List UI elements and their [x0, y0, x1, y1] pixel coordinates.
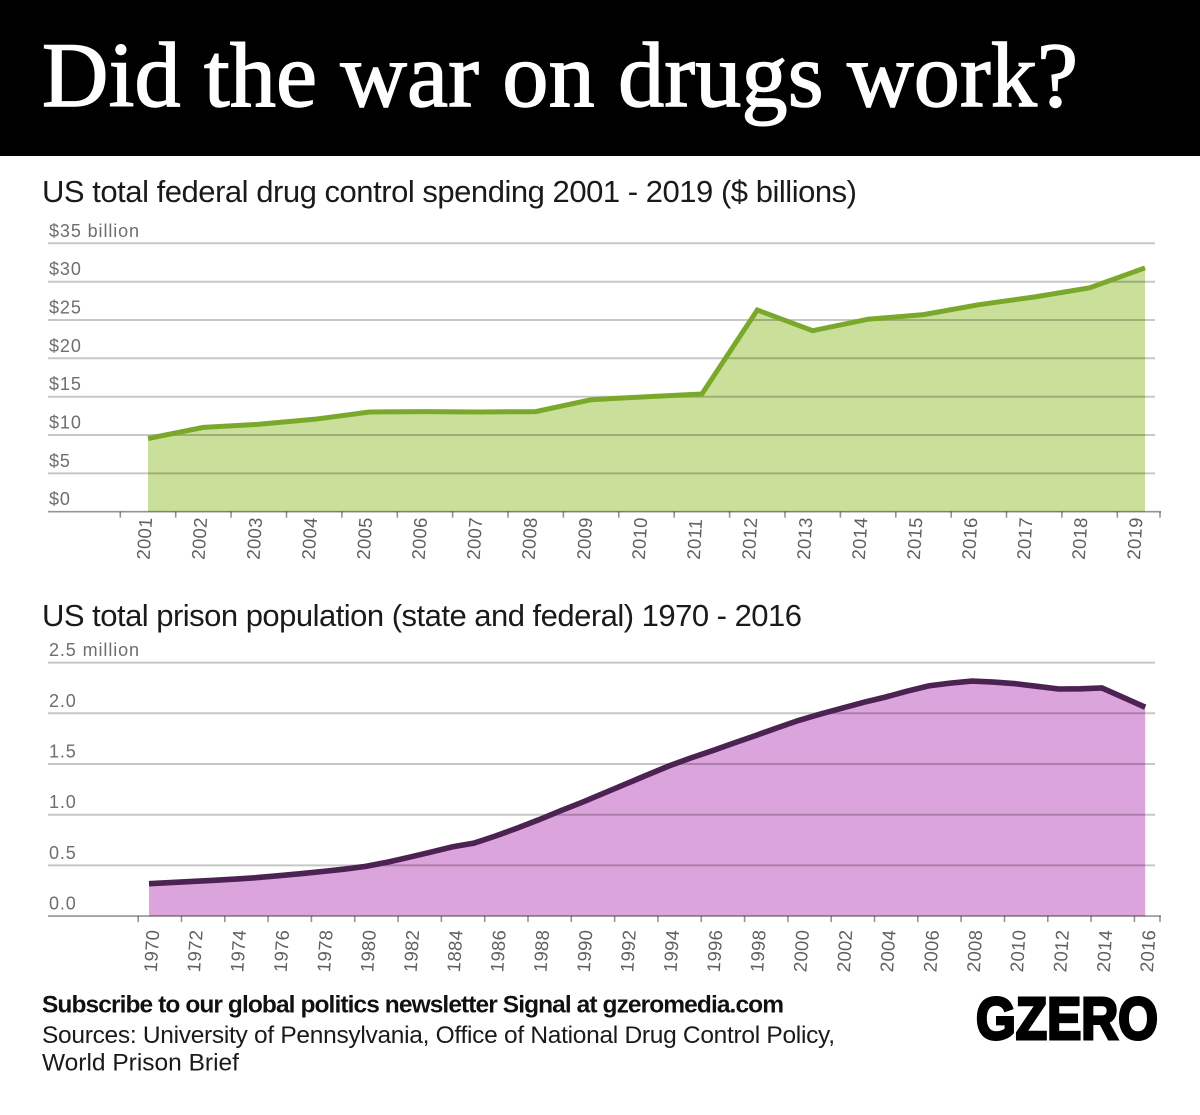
- svg-text:2006: 2006: [919, 929, 943, 973]
- svg-text:2019: 2019: [1123, 517, 1147, 561]
- svg-text:World Prison Brief: World Prison Brief: [42, 1050, 239, 1077]
- svg-text:$20: $20: [49, 336, 82, 356]
- svg-text:2018: 2018: [1068, 517, 1092, 561]
- svg-text:2008: 2008: [518, 517, 542, 561]
- svg-text:1.0: 1.0: [49, 792, 77, 812]
- svg-text:2017: 2017: [1013, 517, 1037, 561]
- svg-text:2013: 2013: [793, 517, 817, 561]
- svg-text:1990: 1990: [573, 929, 597, 973]
- svg-text:1988: 1988: [530, 929, 554, 973]
- svg-text:1992: 1992: [616, 929, 640, 973]
- svg-text:$35 billion: $35 billion: [49, 221, 140, 241]
- svg-text:2.5 million: 2.5 million: [49, 640, 140, 660]
- svg-text:1.5: 1.5: [49, 742, 77, 762]
- svg-text:$0: $0: [49, 489, 71, 509]
- svg-text:US total prison population (st: US total prison population (state and fe…: [42, 598, 802, 633]
- svg-text:Did the war on drugs work?: Did the war on drugs work?: [42, 24, 1078, 126]
- svg-text:2005: 2005: [353, 517, 377, 561]
- svg-text:$10: $10: [49, 413, 82, 433]
- svg-text:2014: 2014: [1093, 929, 1117, 973]
- svg-text:1978: 1978: [313, 929, 337, 973]
- svg-text:$15: $15: [49, 374, 82, 394]
- svg-text:2002: 2002: [833, 929, 857, 973]
- svg-text:2008: 2008: [963, 929, 987, 973]
- svg-text:0.5: 0.5: [49, 843, 77, 863]
- svg-text:2007: 2007: [463, 517, 487, 561]
- svg-text:2016: 2016: [958, 517, 982, 561]
- svg-text:1986: 1986: [486, 929, 510, 973]
- svg-text:2012: 2012: [1049, 929, 1073, 973]
- svg-text:Sources: University of Pennsyl: Sources: University of Pennsylvania, Off…: [42, 1022, 835, 1049]
- svg-text:1972: 1972: [183, 929, 207, 973]
- svg-text:1982: 1982: [400, 929, 424, 973]
- svg-text:0.0: 0.0: [49, 894, 77, 914]
- svg-text:2016: 2016: [1136, 929, 1160, 973]
- svg-text:2006: 2006: [408, 517, 432, 561]
- svg-text:$30: $30: [49, 259, 82, 279]
- svg-text:2015: 2015: [903, 517, 927, 561]
- svg-text:1970: 1970: [140, 929, 164, 973]
- svg-text:2002: 2002: [188, 517, 212, 561]
- svg-text:2003: 2003: [243, 517, 267, 561]
- svg-text:US total federal drug control: US total federal drug control spending 2…: [42, 174, 857, 209]
- svg-text:1976: 1976: [270, 929, 294, 973]
- svg-text:$5: $5: [49, 451, 71, 471]
- svg-text:2001: 2001: [133, 517, 157, 561]
- svg-text:2010: 2010: [1006, 929, 1030, 973]
- svg-text:2009: 2009: [573, 517, 597, 561]
- svg-text:2004: 2004: [298, 517, 322, 561]
- svg-text:2004: 2004: [876, 929, 900, 973]
- svg-text:1974: 1974: [226, 929, 250, 973]
- svg-text:1996: 1996: [703, 929, 727, 973]
- svg-text:$25: $25: [49, 298, 82, 318]
- svg-text:Subscribe to our global politi: Subscribe to our global politics newslet…: [42, 992, 784, 1019]
- svg-text:GZERO: GZERO: [976, 986, 1158, 1052]
- svg-text:2.0: 2.0: [49, 691, 77, 711]
- svg-text:2000: 2000: [789, 929, 813, 973]
- svg-text:2012: 2012: [738, 517, 762, 561]
- svg-text:1980: 1980: [356, 929, 380, 973]
- svg-text:1994: 1994: [660, 929, 684, 973]
- svg-text:1998: 1998: [746, 929, 770, 973]
- svg-text:2014: 2014: [848, 517, 872, 561]
- svg-text:1884: 1884: [443, 929, 467, 973]
- svg-text:2011: 2011: [683, 518, 706, 560]
- svg-text:2010: 2010: [628, 517, 652, 561]
